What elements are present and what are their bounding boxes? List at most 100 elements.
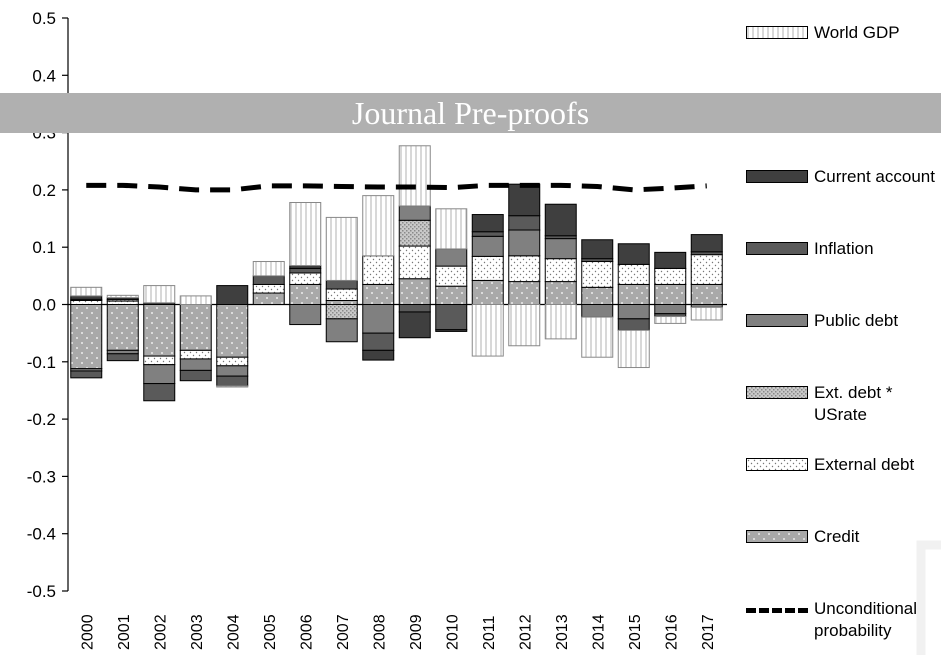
bar-segment-ext — [70, 299, 103, 306]
bar-segment-infl — [179, 369, 212, 382]
legend-item-credit: Credit — [746, 526, 939, 548]
bar-segment-credit — [471, 279, 504, 305]
bar-segment-ext — [690, 254, 723, 285]
bar-segment-ca — [654, 251, 687, 269]
bar-segment-gdp — [179, 295, 212, 305]
y-tick-label: 0.0 — [32, 296, 56, 315]
bar-segment-gdp — [398, 145, 431, 207]
y-tick-label: 0.5 — [32, 9, 56, 28]
legend-item-uncond: Unconditional probability — [746, 598, 939, 642]
bar-segment-infl — [617, 318, 650, 331]
legend-item-pub: Public debt — [746, 310, 939, 332]
bar-segment-ca — [216, 285, 249, 306]
bar-segment-gdp — [471, 304, 504, 357]
bar-segment-pub — [289, 304, 322, 326]
legend-label: Current account — [814, 167, 935, 186]
corner-watermark-shape — [916, 540, 941, 655]
bar-segment-gdp — [654, 316, 687, 324]
bar-segment-infl — [106, 353, 139, 362]
bar-segment-credit — [581, 286, 614, 305]
axes: 0.50.40.30.20.10.0-0.1-0.2-0.3-0.4-0.520… — [27, 9, 727, 650]
legend-swatch — [746, 608, 808, 613]
legend-item-infl: Inflation — [746, 238, 939, 260]
y-tick-label: 0.4 — [32, 66, 56, 85]
bar-segment-infl — [252, 275, 285, 285]
x-tick-label: 2017 — [700, 614, 717, 650]
bar-segment-credit — [508, 281, 541, 305]
legend-item-ext_us: Ext. debt * USrate — [746, 382, 939, 426]
unconditional-probability-line — [86, 182, 707, 193]
bar-segment-pub — [216, 365, 249, 377]
legend-label: Unconditional probability — [814, 599, 918, 640]
bar-segment-gdp — [617, 329, 650, 369]
bar-segment-credit — [654, 283, 687, 306]
bar-segment-ext — [106, 300, 139, 306]
bar-segment-pub — [143, 364, 176, 385]
bar-segment-gdp — [435, 208, 468, 250]
bar-segment-ca — [70, 295, 103, 300]
bar-segment-credit — [690, 283, 723, 306]
bar-segment-credit — [435, 285, 468, 306]
bar-segment-credit — [544, 281, 577, 305]
bar-segment-credit — [70, 304, 103, 370]
bar-segment-ext — [216, 356, 249, 367]
legend-swatch — [746, 242, 808, 255]
x-tick-label: 2005 — [262, 614, 279, 650]
bar-segment-ext — [581, 261, 614, 288]
x-tick-label: 2002 — [152, 614, 169, 650]
bar-segment-gdp — [362, 195, 395, 257]
bar-segment-pub — [435, 248, 468, 267]
x-tick-label: 2001 — [116, 614, 133, 650]
bar-segment-gdp — [544, 304, 577, 340]
bar-segment-credit — [216, 304, 249, 358]
bar-segment-ext — [179, 349, 212, 360]
bar-segment-gdp — [70, 286, 103, 297]
banner-text: Journal Pre-proofs — [351, 95, 590, 131]
bar-segment-credit — [362, 283, 395, 306]
bar-segment-credit — [289, 283, 322, 306]
legend-swatch — [746, 530, 808, 543]
y-tick-label: -0.3 — [27, 467, 56, 486]
bar-segment-infl — [508, 215, 541, 231]
bar-segment-credit — [617, 283, 650, 306]
y-tick-label: -0.4 — [27, 525, 56, 544]
bar-segment-ext — [435, 265, 468, 287]
legend-label: Ext. debt * USrate — [814, 383, 893, 424]
bar-segment-credit — [252, 292, 285, 306]
legend: World GDP Current account Inflation Public … — [746, 0, 941, 655]
y-tick-label: 0.1 — [32, 238, 56, 257]
bar-segment-ext — [252, 283, 285, 294]
bar-segment-gdp — [289, 202, 322, 267]
bar-segment-pub — [581, 304, 614, 318]
bar-segment-infl — [471, 231, 504, 237]
bar-segment-ext — [362, 255, 395, 285]
legend-label: Public debt — [814, 311, 899, 330]
bar-segment-ext — [471, 255, 504, 281]
bar-segment-ext — [544, 258, 577, 283]
legend-label: Credit — [814, 527, 860, 546]
bar-segment-ca — [544, 203, 577, 237]
bar-segment-ca — [690, 234, 723, 253]
bar-segment-infl — [435, 304, 468, 331]
legend-swatch — [746, 386, 808, 399]
bar-segment-ca — [362, 349, 395, 361]
bar-segment-pub — [544, 238, 577, 260]
bar-segment-infl — [216, 375, 249, 387]
bars — [70, 145, 723, 402]
legend-item-ca: Current account — [746, 166, 939, 188]
y-tick-label: 0.2 — [32, 181, 56, 200]
bar-segment-gdp — [143, 285, 176, 304]
legend-label: External debt — [814, 455, 915, 474]
bar-segment-ext — [325, 288, 358, 301]
bar-segment-infl — [325, 279, 358, 290]
bar-segment-credit — [143, 304, 176, 357]
journal-banner: Journal Pre-proofs — [0, 93, 941, 133]
bar-segment-gdp — [325, 216, 358, 281]
bar-segment-ext — [617, 263, 650, 285]
bar-segment-gdp — [216, 385, 249, 388]
y-tick-label: -0.5 — [27, 582, 56, 601]
bar-segment-pub — [398, 205, 431, 221]
legend-swatch — [746, 458, 808, 471]
